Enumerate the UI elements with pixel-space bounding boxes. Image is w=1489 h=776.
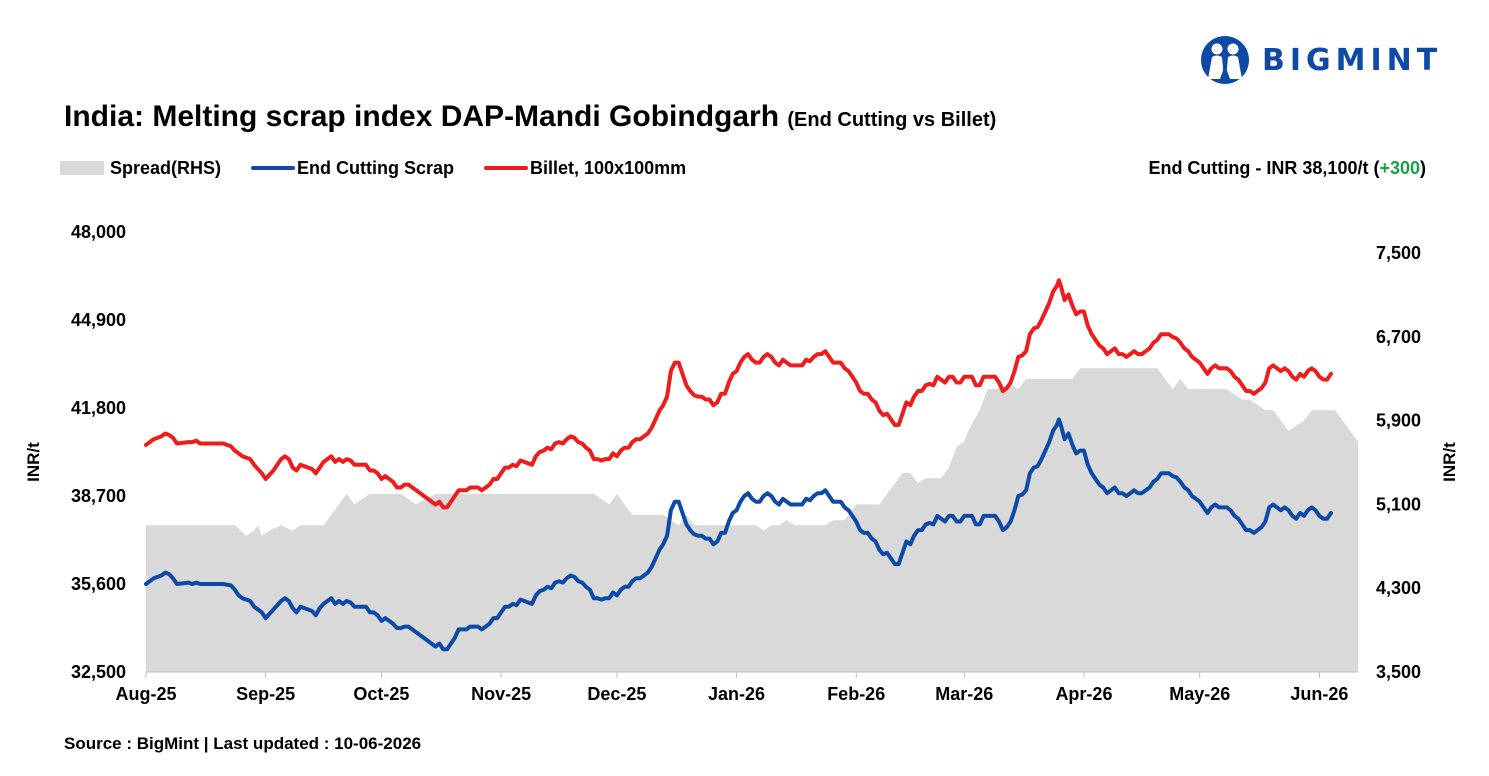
x-tick-label: Jun-26 [1290, 684, 1348, 704]
y-left-tick-label: 35,600 [71, 574, 126, 594]
info-suffix: ) [1420, 158, 1426, 178]
x-tick-label: Apr-26 [1055, 684, 1112, 704]
latest-price-info: End Cutting - INR 38,100/t (+300) [1148, 156, 1426, 180]
y-left-tick-label: 48,000 [71, 222, 126, 242]
legend-swatch-spread [60, 161, 104, 175]
end-cutting-scrap-line [144, 417, 1333, 652]
chart-legend: Spread(RHS) End Cutting Scrap Billet, 10… [60, 156, 716, 180]
info-change: +300 [1379, 158, 1420, 178]
legend-item-spread: Spread(RHS) [60, 158, 221, 179]
x-tick-label: Aug-25 [115, 684, 176, 704]
chart-title-main: India: Melting scrap index DAP-Mandi Gob… [64, 100, 780, 133]
legend-swatch-end-cutting [251, 166, 296, 170]
source-note: Source : BigMint | Last updated : 10-06-… [64, 734, 422, 753]
y-right-tick-label: 5,900 [1376, 411, 1421, 431]
y-right-tick-label: 3,500 [1376, 662, 1421, 682]
info-prefix: End Cutting - INR 38,100/t ( [1148, 158, 1380, 178]
chart-canvas: 32,500 35,600 38,700 41,800 44,900 48,000 3,50… [24, 222, 1459, 704]
brand-logo: BIGMINT [1200, 32, 1442, 88]
x-tick-label: Mar-26 [935, 684, 993, 704]
y-right-tick-label: 4,300 [1376, 578, 1421, 598]
legend-item-end-cutting: End Cutting Scrap [251, 158, 454, 179]
spread-area [146, 368, 1358, 672]
x-tick-label: Sep-25 [236, 684, 295, 704]
y-left-axis-title: INR/t [24, 442, 43, 482]
legend-label-billet: Billet, 100x100mm [530, 157, 687, 178]
price-lines-layer [144, 278, 1333, 652]
legend-label-spread: Spread(RHS) [110, 157, 222, 178]
y-right-tick-label: 6,700 [1376, 327, 1421, 347]
brand-name: BIGMINT [1262, 42, 1443, 78]
y-left-tick-label: 41,800 [71, 398, 126, 418]
y-left-tick-label: 32,500 [71, 662, 126, 682]
legend-label-end-cutting: End Cutting Scrap [297, 157, 455, 178]
y-left-tick-label: 38,700 [71, 486, 126, 506]
x-tick-label: May-26 [1169, 684, 1230, 704]
chart-subtitle: (End Cutting vs Billet) [787, 109, 997, 131]
x-tick-label: Feb-26 [827, 684, 885, 704]
x-tick-label: Jan-26 [708, 684, 765, 704]
billet-line [144, 278, 1333, 510]
x-tick-label: Dec-25 [587, 684, 646, 704]
y-right-tick-label: 5,100 [1376, 494, 1421, 514]
y-left-tick-label: 44,900 [71, 310, 126, 330]
legend-item-billet: Billet, 100x100mm [484, 158, 686, 179]
chart-title: India: Melting scrap index DAP-Mandi Gob… [64, 100, 996, 134]
y-right-axis-title: INR/t [1440, 442, 1459, 482]
x-tick-label: Nov-25 [471, 684, 531, 704]
x-tick-label: Oct-25 [353, 684, 409, 704]
y-right-tick-label: 7,500 [1376, 243, 1421, 263]
bigmint-people-logo-icon [1201, 36, 1249, 84]
legend-swatch-billet [484, 166, 529, 170]
spread-area-layer [146, 368, 1358, 672]
axes-layer: 32,500 35,600 38,700 41,800 44,900 48,000 3,50… [24, 222, 1459, 704]
